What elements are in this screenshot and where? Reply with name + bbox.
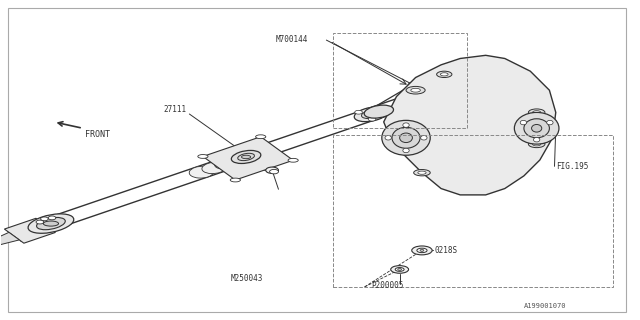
Ellipse shape bbox=[48, 216, 56, 220]
Polygon shape bbox=[0, 232, 19, 246]
Ellipse shape bbox=[269, 169, 278, 174]
Polygon shape bbox=[384, 55, 556, 195]
Ellipse shape bbox=[399, 133, 412, 142]
Ellipse shape bbox=[395, 268, 404, 271]
Ellipse shape bbox=[403, 123, 409, 127]
Ellipse shape bbox=[28, 214, 74, 233]
Text: M250043: M250043 bbox=[231, 275, 263, 284]
Ellipse shape bbox=[382, 120, 430, 155]
Ellipse shape bbox=[392, 127, 420, 148]
Ellipse shape bbox=[418, 171, 426, 174]
Text: 27111: 27111 bbox=[164, 105, 187, 114]
Ellipse shape bbox=[440, 73, 448, 76]
Ellipse shape bbox=[412, 246, 432, 255]
Text: 0218S: 0218S bbox=[435, 246, 458, 255]
Ellipse shape bbox=[410, 84, 415, 85]
Text: FIG.195: FIG.195 bbox=[556, 162, 588, 171]
Ellipse shape bbox=[406, 86, 425, 94]
Ellipse shape bbox=[524, 119, 549, 138]
Ellipse shape bbox=[189, 166, 214, 178]
Ellipse shape bbox=[214, 158, 238, 169]
Ellipse shape bbox=[36, 220, 44, 224]
Bar bbox=[333, 33, 467, 128]
Ellipse shape bbox=[532, 111, 541, 114]
Bar bbox=[333, 135, 613, 287]
Ellipse shape bbox=[413, 170, 430, 176]
Ellipse shape bbox=[364, 105, 394, 118]
Ellipse shape bbox=[534, 138, 540, 142]
Ellipse shape bbox=[266, 167, 278, 173]
Ellipse shape bbox=[255, 135, 266, 139]
Ellipse shape bbox=[417, 248, 427, 252]
Text: A199001070: A199001070 bbox=[524, 303, 566, 309]
Ellipse shape bbox=[411, 88, 420, 92]
Ellipse shape bbox=[230, 178, 241, 182]
Ellipse shape bbox=[391, 266, 408, 273]
Ellipse shape bbox=[397, 268, 401, 270]
Ellipse shape bbox=[198, 155, 208, 158]
Ellipse shape bbox=[408, 82, 417, 87]
Ellipse shape bbox=[420, 136, 427, 140]
Ellipse shape bbox=[202, 162, 226, 173]
Ellipse shape bbox=[529, 141, 545, 148]
Text: M700144: M700144 bbox=[275, 35, 308, 44]
Ellipse shape bbox=[366, 113, 376, 116]
Ellipse shape bbox=[241, 155, 251, 159]
Ellipse shape bbox=[362, 110, 380, 118]
Ellipse shape bbox=[40, 217, 48, 221]
Ellipse shape bbox=[515, 112, 559, 144]
Ellipse shape bbox=[529, 109, 545, 116]
Ellipse shape bbox=[547, 120, 553, 125]
Ellipse shape bbox=[385, 136, 392, 140]
Ellipse shape bbox=[532, 124, 541, 132]
Ellipse shape bbox=[237, 153, 255, 161]
Ellipse shape bbox=[436, 71, 452, 77]
Polygon shape bbox=[203, 137, 293, 180]
Polygon shape bbox=[4, 218, 56, 243]
Ellipse shape bbox=[36, 218, 65, 230]
Ellipse shape bbox=[44, 221, 59, 226]
Text: FRONT: FRONT bbox=[85, 130, 110, 139]
Ellipse shape bbox=[378, 110, 386, 114]
Ellipse shape bbox=[355, 110, 362, 114]
Ellipse shape bbox=[231, 150, 261, 164]
Ellipse shape bbox=[532, 142, 541, 146]
Ellipse shape bbox=[420, 250, 424, 252]
Ellipse shape bbox=[403, 148, 409, 153]
Text: P200005: P200005 bbox=[371, 281, 403, 290]
Ellipse shape bbox=[520, 120, 527, 125]
Ellipse shape bbox=[355, 107, 388, 122]
Ellipse shape bbox=[368, 117, 376, 121]
Ellipse shape bbox=[288, 158, 298, 162]
